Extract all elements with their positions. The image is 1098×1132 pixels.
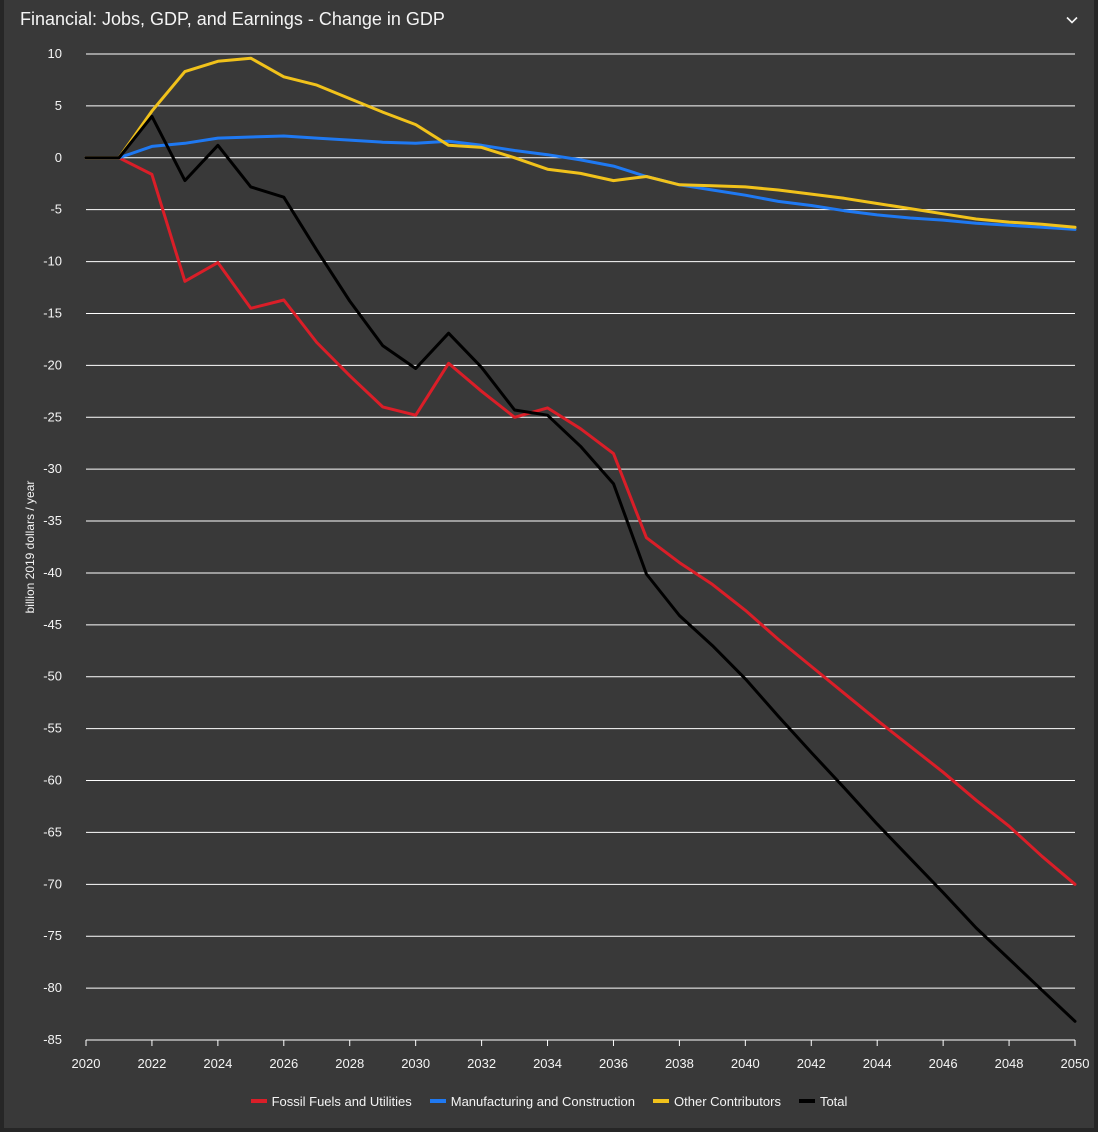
- line-chart: 10 5 0 -5 -10 -15 -20 -25 -30 -35 -40 -45 -50 -55 -60 -…: [23, 46, 1090, 1071]
- series-line-total[interactable]: [84, 114, 1077, 1023]
- y-tick-label: -15: [43, 305, 62, 320]
- y-axis-label: billion 2019 dollars / year: [23, 481, 37, 614]
- y-tick-label: -50: [43, 669, 62, 684]
- legend-item[interactable]: Total: [798, 1093, 848, 1109]
- x-tick-label: 2032: [467, 1056, 496, 1071]
- y-tick-label: -25: [43, 409, 62, 424]
- legend-item[interactable]: Fossil Fuels and Utilities: [250, 1093, 412, 1109]
- legend-item[interactable]: Other Contributors: [653, 1094, 781, 1109]
- y-tick-label: -75: [43, 928, 62, 943]
- panel-title: Financial: Jobs, GDP, and Earnings - Cha…: [20, 9, 445, 29]
- y-tick-label: -5: [50, 202, 62, 217]
- x-tick-label: 2020: [72, 1056, 101, 1071]
- x-tick-label: 2042: [797, 1056, 826, 1071]
- x-tick-label: 2024: [203, 1056, 232, 1071]
- y-tick-label: -55: [43, 721, 62, 736]
- panel-header: Financial: Jobs, GDP, and Earnings - Cha…: [4, 0, 1094, 40]
- y-axis-ticks: 10 5 0 -5 -10 -15 -20 -25 -30 -35 -40 -45 -50 -55 -60 -…: [43, 46, 62, 1047]
- y-tick-label: -20: [43, 357, 62, 372]
- y-tick-label: 5: [55, 98, 62, 113]
- collapse-button[interactable]: [1060, 8, 1084, 32]
- legend-swatch: [429, 1099, 446, 1103]
- x-tick-label: 2026: [269, 1056, 298, 1071]
- legend-swatch: [653, 1099, 670, 1103]
- x-tick-label: 2036: [599, 1056, 628, 1071]
- y-tick-label: -10: [43, 254, 62, 269]
- chevron-down-icon: [1066, 16, 1078, 24]
- y-tick-label: -65: [43, 824, 62, 839]
- series-line-other-contributors[interactable]: [84, 56, 1077, 229]
- legend-label: Fossil Fuels and Utilities: [271, 1093, 412, 1109]
- y-tick-label: -45: [43, 617, 62, 632]
- y-tick-label: -40: [43, 565, 62, 580]
- x-tick-label: 2048: [995, 1056, 1024, 1071]
- y-tick-label: -70: [43, 876, 62, 891]
- x-tick-label: 2034: [533, 1056, 562, 1071]
- series-line-manufacturing-and-construction[interactable]: [84, 134, 1077, 231]
- legend-swatch: [250, 1099, 267, 1103]
- x-tick-label: 2050: [1061, 1056, 1090, 1071]
- y-tick-label: -85: [43, 1032, 62, 1047]
- x-tick-label: 2028: [335, 1056, 364, 1071]
- legend-item[interactable]: Manufacturing and Construction: [429, 1093, 636, 1109]
- gridlines: [86, 53, 1075, 1041]
- x-tick-label: 2044: [863, 1056, 892, 1071]
- y-tick-label: -35: [43, 513, 62, 528]
- legend-label: Total: [819, 1093, 848, 1109]
- legend-label: Other Contributors: [674, 1093, 781, 1109]
- legend-swatch: [798, 1099, 815, 1103]
- x-tick-label: 2046: [929, 1056, 958, 1071]
- chart-panel: Financial: Jobs, GDP, and Earnings - Cha…: [4, 0, 1094, 1128]
- series-line-fossil-fuels-and-utilities[interactable]: [84, 156, 1077, 886]
- x-axis-ticks: 2020 2022 2024 2026 2028 2030 2032 2034 2036 2038…: [72, 1040, 1090, 1071]
- x-tick-label: 2038: [665, 1056, 694, 1071]
- y-tick-label: -30: [43, 461, 62, 476]
- y-tick-label: 0: [55, 150, 62, 165]
- series-lines: [84, 56, 1077, 1023]
- y-tick-label: 10: [48, 46, 62, 61]
- y-tick-label: -60: [43, 773, 62, 788]
- legend: Fossil Fuels and Utilities Manufacturing …: [4, 1091, 1094, 1111]
- x-tick-label: 2030: [401, 1056, 430, 1071]
- y-tick-label: -80: [43, 980, 62, 995]
- x-tick-label: 2040: [731, 1056, 760, 1071]
- legend-label: Manufacturing and Construction: [450, 1093, 636, 1109]
- x-tick-label: 2022: [137, 1056, 166, 1071]
